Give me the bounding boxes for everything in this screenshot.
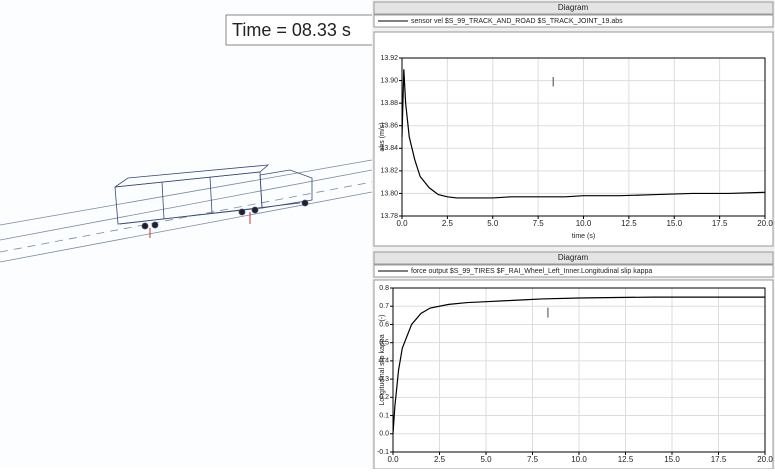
plot-frame bbox=[374, 280, 773, 469]
y-axis-label: Longitudinal slip kappa bbox=[379, 334, 386, 405]
y-axis-unit: (-) bbox=[379, 315, 386, 322]
x-tick-label: 2.5 bbox=[442, 219, 454, 228]
time-label: Time = 08.33 s bbox=[232, 20, 351, 40]
x-tick-label: 0.0 bbox=[396, 219, 408, 228]
x-tick-label: 15.0 bbox=[664, 455, 680, 464]
x-axis-label: time (s) bbox=[572, 233, 595, 240]
x-tick-label: 10.0 bbox=[576, 219, 592, 228]
diagram-title: Diagram bbox=[558, 3, 589, 12]
y-tick-label: 13.78 bbox=[380, 213, 398, 220]
x-tick-label: 12.5 bbox=[621, 219, 637, 228]
y-tick-label: 13.80 bbox=[380, 190, 398, 197]
x-tick-label: 10.0 bbox=[571, 455, 587, 464]
x-tick-label: 20.0 bbox=[757, 219, 773, 228]
y-tick-label: 0.0 bbox=[379, 431, 389, 438]
y-tick-label: 13.88 bbox=[380, 100, 398, 107]
y-tick-label: 0.1 bbox=[379, 412, 389, 419]
x-tick-label: 5.0 bbox=[487, 219, 499, 228]
y-tick-label: 13.90 bbox=[380, 77, 398, 84]
y-tick-label: 13.82 bbox=[380, 168, 398, 175]
diagram-title: Diagram bbox=[558, 253, 589, 262]
screen: Time = 08.33 s Diagram sensor vel $S_99_T… bbox=[0, 0, 775, 469]
viewport-3d bbox=[0, 0, 372, 469]
y-tick-label: 13.92 bbox=[380, 55, 398, 62]
x-tick-label: 0.0 bbox=[387, 455, 399, 464]
y-tick-label: 0.8 bbox=[379, 285, 389, 292]
x-tick-label: 20.0 bbox=[757, 455, 773, 464]
x-tick-label: 7.5 bbox=[527, 455, 539, 464]
y-tick-label: 0.7 bbox=[379, 303, 389, 310]
x-tick-label: 12.5 bbox=[618, 455, 634, 464]
plot-frame bbox=[374, 32, 773, 246]
x-tick-label: 2.5 bbox=[434, 455, 446, 464]
legend-text: sensor vel $S_99_TRACK_AND_ROAD $S_TRACK… bbox=[411, 18, 623, 25]
y-axis-label: abs (m/s) bbox=[379, 122, 386, 151]
x-tick-label: 7.5 bbox=[533, 219, 545, 228]
x-tick-label: 15.0 bbox=[666, 219, 682, 228]
x-tick-label: 5.0 bbox=[480, 455, 492, 464]
x-tick-label: 17.5 bbox=[712, 219, 728, 228]
legend-text: force output $S_99_TIRES $F_RAI_Wheel_Le… bbox=[411, 268, 652, 275]
x-tick-label: 17.5 bbox=[711, 455, 727, 464]
